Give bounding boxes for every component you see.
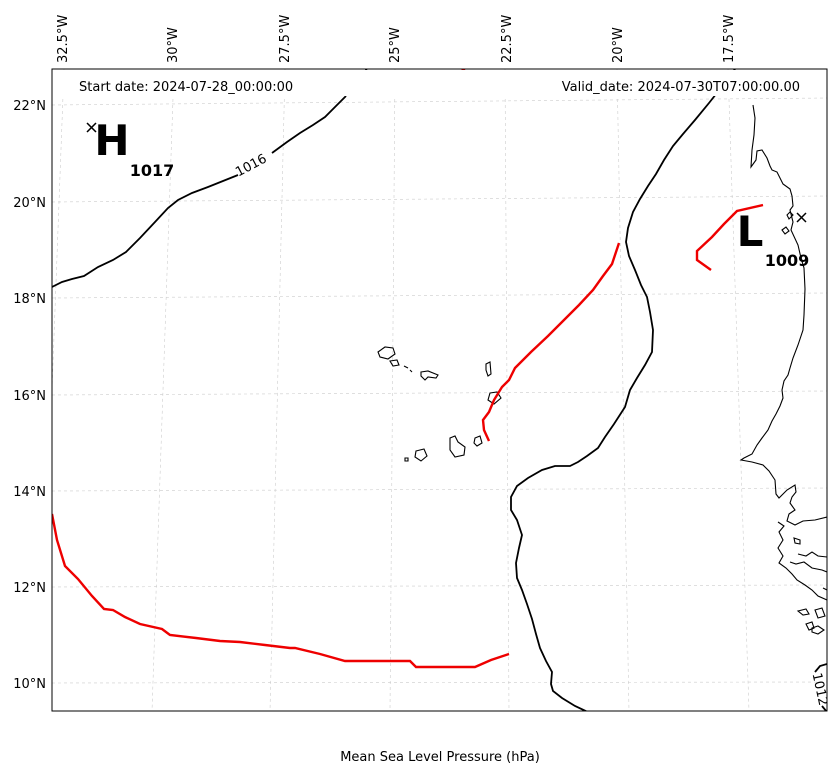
trough-eastern bbox=[695, 203, 764, 271]
low-value: 1009 bbox=[765, 251, 810, 270]
latitude-tick-labels: 22°N 20°N 18°N 16°N 14°N 12°N 10°N bbox=[13, 99, 46, 692]
trough-southern bbox=[52, 513, 510, 669]
lon-tick: 27.5°W bbox=[278, 15, 293, 63]
lat-tick: 10°N bbox=[13, 677, 46, 692]
lat-tick: 18°N bbox=[13, 292, 46, 307]
high-value: 1017 bbox=[130, 161, 175, 180]
high-letter: H bbox=[94, 116, 129, 165]
cape-verde-islands bbox=[377, 346, 502, 462]
lat-tick: 20°N bbox=[13, 196, 46, 211]
header-band bbox=[53, 70, 826, 96]
valid-date-label: Valid_date: 2024-07-30T07:00:00.00 bbox=[562, 80, 800, 95]
start-date-label: Start date: 2024-07-28_00:00:00 bbox=[79, 80, 293, 95]
map-frame bbox=[51, 68, 828, 712]
low-center-marker bbox=[796, 212, 807, 223]
high-pressure-system: H 1017 bbox=[86, 116, 175, 180]
lon-tick: 17.5°W bbox=[722, 15, 737, 63]
lat-tick: 22°N bbox=[13, 99, 46, 114]
lat-tick: 16°N bbox=[13, 389, 46, 404]
graticule bbox=[52, 69, 827, 711]
lon-tick: 32.5°W bbox=[56, 15, 71, 63]
low-pressure-system: L 1009 bbox=[737, 207, 810, 270]
lat-tick: 12°N bbox=[13, 581, 46, 596]
low-letter: L bbox=[737, 207, 764, 256]
african-coastline bbox=[739, 104, 827, 635]
high-center-marker bbox=[86, 122, 97, 133]
map-frame-bg bbox=[52, 69, 827, 711]
map-caption: Mean Sea Level Pressure (hPa) bbox=[340, 750, 540, 765]
contour-label-1012-bottom: 1012 bbox=[628, 724, 661, 739]
isobar-1016 bbox=[52, 174, 239, 288]
lon-tick: 20°W bbox=[611, 27, 626, 63]
trough-central bbox=[481, 242, 621, 442]
troughs bbox=[52, 69, 764, 669]
lat-tick: 14°N bbox=[13, 485, 46, 500]
longitude-tick-labels: 32.5°W 30°W 27.5°W 25°W 22.5°W 20°W 17.5… bbox=[56, 15, 737, 63]
lon-tick: 25°W bbox=[388, 27, 403, 63]
lon-tick: 22.5°W bbox=[500, 15, 515, 63]
lon-tick: 30°W bbox=[166, 27, 181, 63]
isobar-1012 bbox=[510, 69, 736, 711]
